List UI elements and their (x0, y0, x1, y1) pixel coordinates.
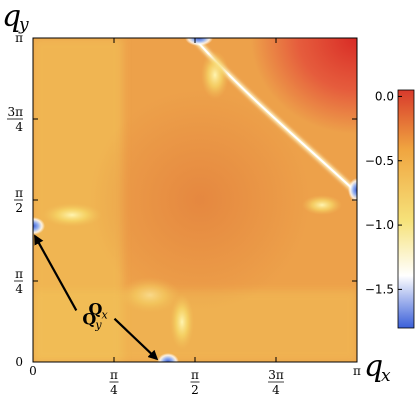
y-tick-label: 3π4 (7, 105, 23, 134)
y-axis-title: q y (2, 0, 29, 35)
y-axis-title-main: q (2, 0, 21, 34)
x-tick-label: π4 (109, 368, 119, 397)
x-axis-title-main: q (364, 349, 383, 384)
x-axis-title: q x (364, 349, 391, 386)
annotation-label-sub: y (94, 318, 102, 331)
annotation-label-sub: x (101, 309, 108, 322)
x-axis-title-sub: x (381, 366, 391, 386)
y-tick-label: π2 (14, 186, 23, 215)
svg-text:2: 2 (15, 201, 23, 215)
annotation-label-main: Q (88, 300, 102, 319)
x-tick-label: 0 (29, 364, 37, 378)
colorbar-gradient (397, 89, 415, 329)
svg-text:4: 4 (15, 120, 23, 134)
x-tick-label: π (353, 364, 361, 378)
y-tick-label: 0 (15, 355, 23, 369)
svg-text:3π: 3π (268, 368, 284, 382)
svg-text:0: 0 (29, 364, 37, 378)
colorbar-tick-label: −1.5 (365, 282, 394, 296)
svg-text:π: π (15, 186, 23, 200)
annotation-label-main: Q (82, 309, 96, 328)
colorbar-ticks: 0.0 −0.5 −1.0 −1.5 (365, 89, 402, 296)
svg-text:π: π (110, 368, 118, 382)
heatmap-field (33, 38, 357, 362)
svg-text:4: 4 (15, 282, 23, 296)
x-tick-label: π2 (190, 368, 200, 397)
colorbar-tick-label: −1.0 (365, 218, 394, 232)
x-tick-label: 3π4 (268, 368, 285, 397)
svg-text:4: 4 (272, 383, 280, 397)
svg-text:π: π (353, 364, 361, 378)
y-axis-title-sub: y (18, 15, 29, 35)
y-tick-label: π (15, 31, 23, 45)
colorbar: 0.0 −0.5 −1.0 −1.5 (365, 89, 415, 329)
annotation-arrow (34, 234, 78, 311)
svg-text:3π: 3π (7, 105, 23, 119)
annotation-arrow (113, 317, 159, 361)
svg-text:2: 2 (191, 383, 199, 397)
svg-text:0: 0 (15, 355, 23, 369)
colorbar-tick-label: 0.0 (375, 89, 394, 103)
svg-text:π: π (191, 368, 199, 382)
svg-text:π: π (15, 31, 23, 45)
svg-text:4: 4 (110, 383, 118, 397)
y-tick-label: π4 (14, 267, 23, 296)
svg-text:π: π (15, 267, 23, 281)
colorbar-tick-label: −0.5 (365, 154, 394, 168)
